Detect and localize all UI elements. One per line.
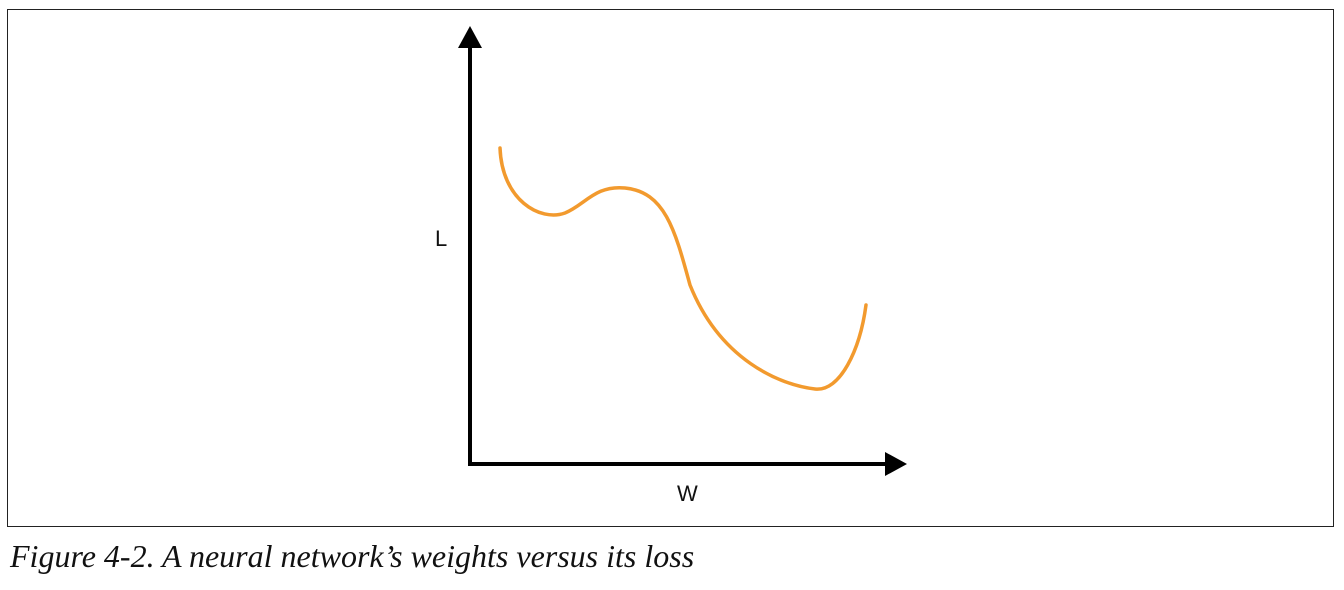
y-axis-label: L bbox=[435, 226, 447, 251]
x-axis-arrowhead bbox=[885, 452, 907, 476]
y-axis-arrowhead bbox=[458, 26, 482, 48]
loss-curve bbox=[498, 146, 868, 391]
figure-caption: Figure 4-2. A neural network’s weights v… bbox=[10, 538, 695, 574]
x-axis-label: W bbox=[677, 481, 698, 506]
figure-frame bbox=[7, 9, 1334, 527]
